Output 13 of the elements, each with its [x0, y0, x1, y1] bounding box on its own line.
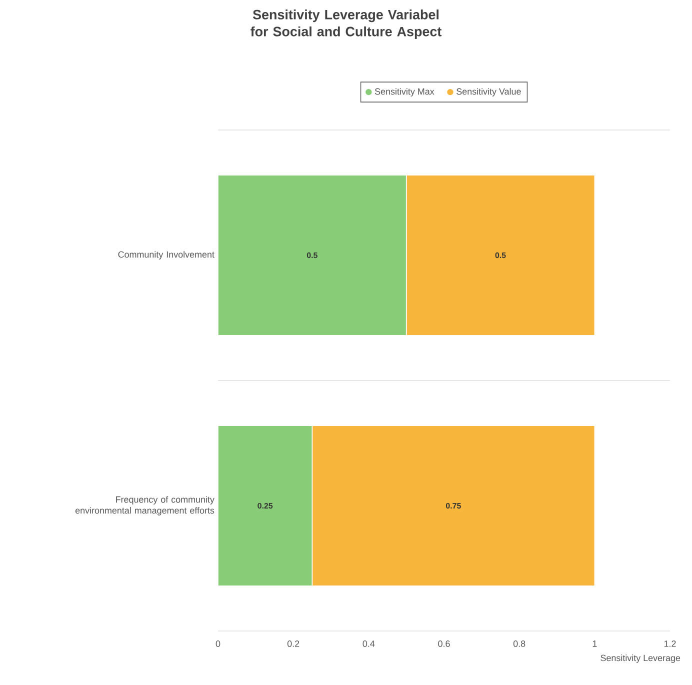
legend-label: Sensitivity Max [374, 88, 434, 96]
x-tick-label: 1 [592, 640, 597, 647]
x-tick-label: 0.4 [362, 640, 375, 647]
y-tick-label: Community Involvement [118, 251, 214, 260]
y-tick-label: Frequency of community environmental management efforts [75, 496, 214, 516]
x-tick-label: 0.6 [438, 640, 450, 647]
x-tick-label: 0 [216, 640, 220, 647]
chart-title: Sensitivity Leverage Variabel for Social and Culture Aspect [250, 10, 442, 39]
x-tick-label: 1.2 [664, 640, 676, 647]
x-tick-label: 0.2 [287, 640, 300, 647]
legend-label: Sensitivity Value [456, 88, 521, 96]
x-tick-label: 0.8 [513, 640, 526, 647]
x-axis-title: Sensitivity Leverage [600, 654, 680, 663]
